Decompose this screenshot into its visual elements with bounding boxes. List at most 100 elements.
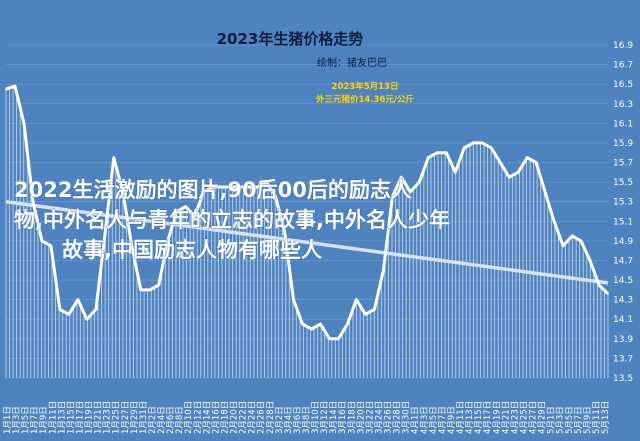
data-point bbox=[391, 196, 394, 198]
data-point bbox=[139, 289, 142, 291]
data-point bbox=[355, 298, 358, 301]
x-tick-label: 1月21日 bbox=[94, 401, 104, 434]
x-tick-label: 2月10日 bbox=[184, 401, 194, 434]
x-tick-label: 3月30日 bbox=[402, 401, 412, 434]
y-tick-label: 14.7 bbox=[613, 256, 633, 266]
x-tick-label: 5月1日 bbox=[547, 406, 557, 434]
x-tick-label: 2月6日 bbox=[166, 406, 176, 434]
x-tick-label: 2月12日 bbox=[193, 401, 203, 434]
x-tick-label: 5月5日 bbox=[565, 406, 575, 434]
x-tick-label: 3月22日 bbox=[365, 401, 375, 434]
x-tick-label: 4月13日 bbox=[465, 401, 475, 434]
x-tick-label: 2月18日 bbox=[220, 401, 230, 434]
data-point bbox=[193, 215, 196, 218]
data-point bbox=[328, 338, 331, 340]
data-point bbox=[68, 313, 70, 316]
y-tick-label: 14.9 bbox=[613, 237, 633, 247]
annotation-date: 2023年5月13日 bbox=[332, 81, 399, 92]
x-tick-label: 3月14日 bbox=[329, 401, 339, 434]
price-line-group bbox=[5, 84, 610, 341]
y-tick-label: 14.1 bbox=[613, 315, 633, 325]
data-point bbox=[238, 186, 241, 188]
x-tick-label: 1月3日 bbox=[12, 406, 22, 434]
x-tick-label: 1月5日 bbox=[21, 406, 31, 434]
y-tick-label: 15.1 bbox=[613, 217, 633, 227]
data-point bbox=[184, 205, 187, 208]
price-line bbox=[5, 84, 610, 341]
x-tick-label: 4月3日 bbox=[420, 406, 430, 434]
y-tick-label: 16.5 bbox=[613, 80, 633, 90]
y-tick-label: 15.3 bbox=[613, 198, 633, 208]
data-point bbox=[517, 171, 519, 174]
data-point bbox=[32, 200, 34, 203]
x-tick-label: 4月15日 bbox=[474, 401, 484, 434]
watermark-text: 2022生活激励的图片,90后00后的励志人 bbox=[14, 178, 412, 202]
data-point bbox=[265, 181, 268, 183]
x-tick-label: 1月13日 bbox=[57, 401, 67, 434]
data-point bbox=[130, 244, 133, 247]
data-point bbox=[301, 323, 304, 325]
x-tick-label: 3月12日 bbox=[320, 401, 330, 434]
y-tick-label: 14.5 bbox=[613, 276, 633, 286]
annotation-price: 外三元猪价14.36元/公斤 bbox=[315, 94, 414, 105]
data-point bbox=[23, 122, 25, 125]
area-fill bbox=[5, 86, 609, 378]
data-point bbox=[166, 240, 169, 242]
x-tick-label: 1月7日 bbox=[30, 406, 40, 434]
data-point bbox=[562, 244, 564, 247]
data-point bbox=[535, 161, 537, 164]
data-point bbox=[490, 147, 492, 149]
x-tick-label: 4月25日 bbox=[519, 401, 529, 434]
data-point bbox=[346, 323, 349, 325]
y-tick-label: 16.7 bbox=[613, 61, 633, 71]
data-point bbox=[59, 308, 61, 311]
x-tick-label: 3月10日 bbox=[311, 401, 321, 434]
watermark-text: 故事,中国励志人物有哪些人 bbox=[62, 238, 322, 262]
data-point bbox=[598, 284, 600, 286]
x-tick-label: 3月4日 bbox=[284, 406, 294, 434]
x-tick-label: 5月7日 bbox=[574, 406, 584, 434]
x-tick-label: 5月3日 bbox=[556, 406, 566, 434]
data-point bbox=[220, 186, 223, 188]
y-tick-label: 15.9 bbox=[613, 139, 633, 149]
data-point bbox=[86, 318, 88, 321]
x-tick-label: 1月1日 bbox=[3, 406, 13, 434]
y-tick-label: 13.5 bbox=[613, 374, 633, 384]
x-tick-label: 4月11日 bbox=[456, 401, 466, 434]
data-point bbox=[157, 284, 160, 286]
x-tick-label: 3月8日 bbox=[302, 406, 312, 434]
x-tick-label: 3月16日 bbox=[338, 401, 348, 434]
data-point bbox=[274, 196, 277, 198]
x-tick-label: 4月7日 bbox=[438, 406, 448, 434]
data-point bbox=[373, 308, 376, 311]
data-point bbox=[337, 338, 340, 340]
y-tick-label: 13.7 bbox=[613, 354, 633, 364]
chart-grid bbox=[6, 44, 608, 379]
x-tick-label: 1月25日 bbox=[112, 401, 122, 434]
x-tick-label: 5月13日 bbox=[601, 401, 611, 434]
data-point bbox=[50, 244, 52, 247]
data-point bbox=[319, 323, 322, 325]
x-tick-label: 3月26日 bbox=[384, 401, 394, 434]
data-point bbox=[229, 186, 232, 188]
x-tick-label: 1月29日 bbox=[130, 401, 140, 434]
x-tick-label: 4月19日 bbox=[492, 401, 502, 434]
y-tick-label: 16.9 bbox=[613, 41, 633, 51]
x-tick-label: 2月20日 bbox=[230, 401, 240, 434]
x-tick-label: 2月28日 bbox=[266, 401, 276, 434]
x-tick-label: 1月9日 bbox=[39, 406, 49, 434]
data-point bbox=[436, 151, 439, 154]
data-point bbox=[400, 176, 403, 179]
y-tick-label: 16.1 bbox=[613, 119, 633, 129]
x-tick-label: 3月28日 bbox=[393, 401, 403, 434]
data-point bbox=[148, 289, 151, 291]
x-tick-label: 3月24日 bbox=[374, 401, 384, 434]
data-point bbox=[571, 235, 573, 237]
x-tick-label: 4月9日 bbox=[447, 406, 457, 434]
data-point bbox=[589, 259, 591, 262]
data-point bbox=[14, 85, 16, 87]
data-point bbox=[445, 151, 448, 154]
data-point bbox=[526, 156, 528, 159]
